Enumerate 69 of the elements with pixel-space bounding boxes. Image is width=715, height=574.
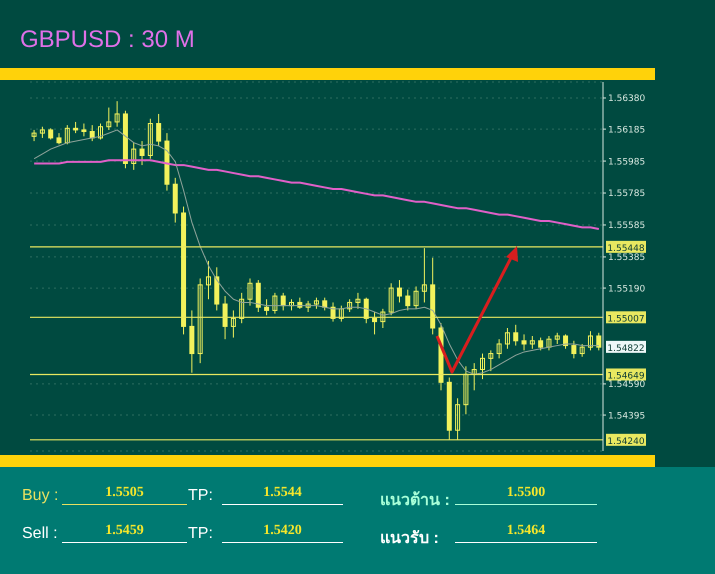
candlestick (40, 126, 45, 138)
candlestick (396, 280, 402, 303)
candlestick (81, 123, 86, 137)
candlestick (140, 140, 145, 166)
candlestick (522, 334, 527, 351)
candlestick (513, 324, 518, 346)
annotation: 1.54822 (607, 344, 645, 354)
candlestick (496, 338, 502, 359)
text: TP: (188, 525, 213, 543)
candlestick (554, 332, 560, 344)
candlestick (504, 328, 510, 350)
text: 1.5459 (62, 523, 187, 543)
text: 1.5505 (62, 485, 187, 505)
candlestick (347, 298, 352, 313)
candlestick (571, 340, 576, 359)
y-tick-label: 1.54395 (608, 411, 646, 422)
candlestick (98, 123, 104, 140)
candlestick (596, 332, 602, 351)
candlestick (405, 289, 410, 311)
candlestick (580, 343, 585, 358)
candlestick (488, 350, 494, 372)
y-tick-label: 1.54590 (608, 380, 646, 390)
text: 1.5500 (455, 485, 597, 505)
candlestick (131, 142, 136, 170)
candlestick (314, 297, 319, 310)
text: แนวรับ : (380, 529, 439, 549)
text: Sell : (22, 525, 58, 543)
candlestick (289, 298, 294, 311)
ref-line-label: 1.54649 (607, 371, 645, 382)
candlestick (538, 337, 544, 351)
candlestick (247, 278, 252, 306)
candlestick (563, 334, 568, 350)
candlestick (156, 113, 162, 146)
candlestick (32, 129, 37, 142)
text: 1.5464 (455, 523, 597, 543)
candlestick (64, 124, 70, 145)
candlestick (90, 124, 95, 142)
y-tick-label: 1.55385 (608, 253, 646, 264)
y-tick-label: 1.55190 (608, 284, 646, 294)
candlestick (114, 100, 120, 128)
y-tick-label: 1.56380 (608, 94, 646, 104)
candlestick (530, 335, 535, 350)
y-tick-label: 1.55785 (608, 189, 646, 200)
candlestick (206, 260, 211, 300)
y-tick-label: 1.55585 (608, 221, 646, 232)
candlestick (588, 330, 593, 351)
candlestick (256, 280, 261, 313)
chart-title: GBPUSD : 30 M (20, 26, 195, 54)
text: แนวต้าน : (380, 490, 450, 511)
candlestick (355, 292, 360, 310)
ref-line-label: 1.55007 (607, 314, 645, 324)
candlestick (56, 132, 62, 145)
text: 1.5544 (222, 485, 343, 505)
text: TP: (188, 487, 213, 505)
candlestick (148, 118, 153, 160)
candlestick (272, 292, 278, 314)
text: Buy : (22, 487, 58, 505)
y-tick-label: 1.55985 (608, 157, 646, 168)
candlestick (73, 121, 78, 134)
candlestick (106, 107, 112, 130)
candlestick (414, 286, 419, 310)
candlestick (48, 128, 54, 140)
text: 1.5420 (222, 523, 343, 543)
y-tick-label: 1.56185 (608, 125, 646, 136)
ref-line-label: 1.54240 (607, 436, 645, 447)
candlestick (546, 335, 552, 351)
candlestick (280, 292, 286, 311)
candlestick (306, 300, 311, 313)
ref-line-label: 1.55448 (607, 244, 645, 254)
